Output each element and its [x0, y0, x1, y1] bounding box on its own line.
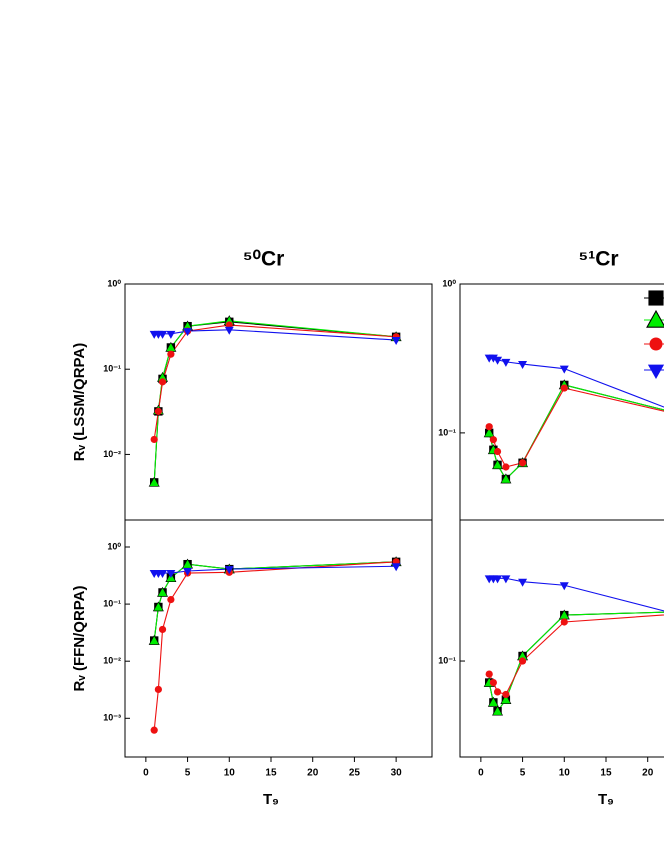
marker-circle — [485, 670, 493, 678]
marker-triangle — [157, 586, 169, 597]
marker-circle — [560, 618, 568, 626]
marker-circle — [493, 688, 502, 696]
marker-triangle — [492, 459, 504, 470]
x-tick-label: 20 — [307, 768, 319, 779]
marker-circle — [154, 407, 162, 415]
marker-triangle-down — [501, 358, 511, 367]
marker-circle — [150, 726, 158, 734]
plot-area — [483, 575, 664, 716]
marker-circle — [485, 423, 493, 431]
y-tick-label: 10⁻¹ — [438, 427, 456, 437]
series-line — [488, 614, 664, 696]
x-tick-label: 5 — [185, 768, 191, 779]
x-tick-label: 30 — [391, 768, 403, 779]
marker-circle — [158, 378, 167, 386]
legend-marker — [649, 337, 663, 351]
series-line — [153, 324, 397, 440]
series-line — [488, 611, 664, 713]
plot-area — [148, 315, 402, 487]
marker-circle — [158, 625, 167, 634]
marker-triangle — [152, 601, 164, 612]
y-axis-label: Rᵥ (FFN/QRPA) — [71, 585, 88, 691]
y-axis-label: Rᵥ (LSSM/QRPA) — [71, 343, 88, 462]
marker-triangle-down — [518, 361, 528, 370]
y-tick-label: 10⁻² — [103, 656, 121, 666]
x-tick-label: 25 — [349, 768, 361, 779]
marker-triangle — [492, 705, 504, 716]
marker-triangle-down — [559, 582, 569, 591]
marker-triangle-down — [559, 365, 569, 374]
marker-triangle-down — [158, 330, 168, 339]
marker-triangle-down — [166, 570, 176, 579]
marker-circle — [167, 595, 175, 604]
marker-circle — [518, 459, 527, 467]
plot-frame — [459, 519, 664, 758]
y-tick-label: 10⁻² — [103, 449, 121, 459]
plot-area — [483, 354, 664, 484]
legend-marker — [647, 364, 664, 379]
x-tick-label: 10 — [224, 768, 236, 779]
y-tick-label: 10⁻¹ — [438, 655, 456, 665]
marker-triangle — [500, 694, 512, 704]
marker-triangle-down — [183, 328, 193, 337]
marker-circle — [489, 678, 497, 687]
series-line — [153, 321, 397, 483]
x-axis-label: T₉ — [598, 791, 614, 808]
series-line — [488, 387, 664, 468]
marker-triangle-down — [158, 570, 168, 579]
marker-circle — [489, 436, 497, 444]
series-line — [153, 561, 397, 731]
panel-title: ⁵⁰Cr — [243, 248, 285, 271]
marker-circle — [150, 435, 158, 444]
plot-frame — [124, 283, 433, 521]
marker-triangle-down — [501, 575, 511, 584]
y-tick-label: 10⁻¹ — [103, 364, 121, 374]
marker-circle — [560, 384, 568, 392]
marker-triangle — [487, 696, 499, 707]
y-tick-label: 10⁻³ — [103, 713, 121, 723]
marker-circle — [167, 350, 175, 358]
x-tick-label: 15 — [600, 768, 612, 779]
marker-triangle-down — [493, 356, 503, 365]
marker-triangle-down — [183, 567, 193, 576]
marker-triangle-down — [493, 575, 503, 584]
marker-circle — [518, 657, 527, 665]
y-tick-label: 10⁰ — [107, 278, 121, 288]
x-tick-label: 5 — [520, 768, 526, 779]
x-tick-label: 0 — [478, 768, 484, 779]
marker-triangle — [148, 634, 160, 645]
series-line — [489, 357, 664, 408]
legend-marker — [648, 290, 664, 306]
marker-circle — [502, 463, 510, 471]
marker-triangle-down — [224, 326, 234, 335]
x-tick-label: 20 — [642, 768, 654, 779]
marker-triangle-down — [518, 578, 528, 587]
marker-circle — [493, 447, 502, 456]
y-tick-label: 10⁻¹ — [103, 598, 121, 608]
plot-area — [148, 556, 402, 734]
x-tick-label: 10 — [559, 768, 571, 779]
marker-triangle — [148, 476, 160, 487]
marker-triangle-down — [391, 337, 401, 346]
x-axis-label: T₉ — [263, 791, 279, 808]
x-tick-label: 15 — [265, 768, 277, 779]
marker-triangle — [483, 427, 495, 438]
marker-circle — [502, 690, 510, 699]
marker-triangle-down — [166, 330, 176, 339]
y-tick-label: 10⁰ — [107, 541, 121, 551]
series-line — [488, 611, 664, 713]
marker-triangle-down — [391, 563, 401, 572]
series-line — [153, 320, 397, 483]
plot-frame — [124, 519, 433, 758]
x-tick-label: 0 — [143, 768, 149, 779]
marker-triangle — [500, 473, 512, 484]
marker-triangle-down — [224, 566, 234, 575]
y-tick-label: 10⁰ — [442, 278, 456, 288]
panel-title: ⁵¹Cr — [578, 248, 618, 271]
legend-marker — [646, 309, 664, 328]
marker-triangle-down — [488, 354, 498, 363]
marker-circle — [154, 685, 162, 694]
